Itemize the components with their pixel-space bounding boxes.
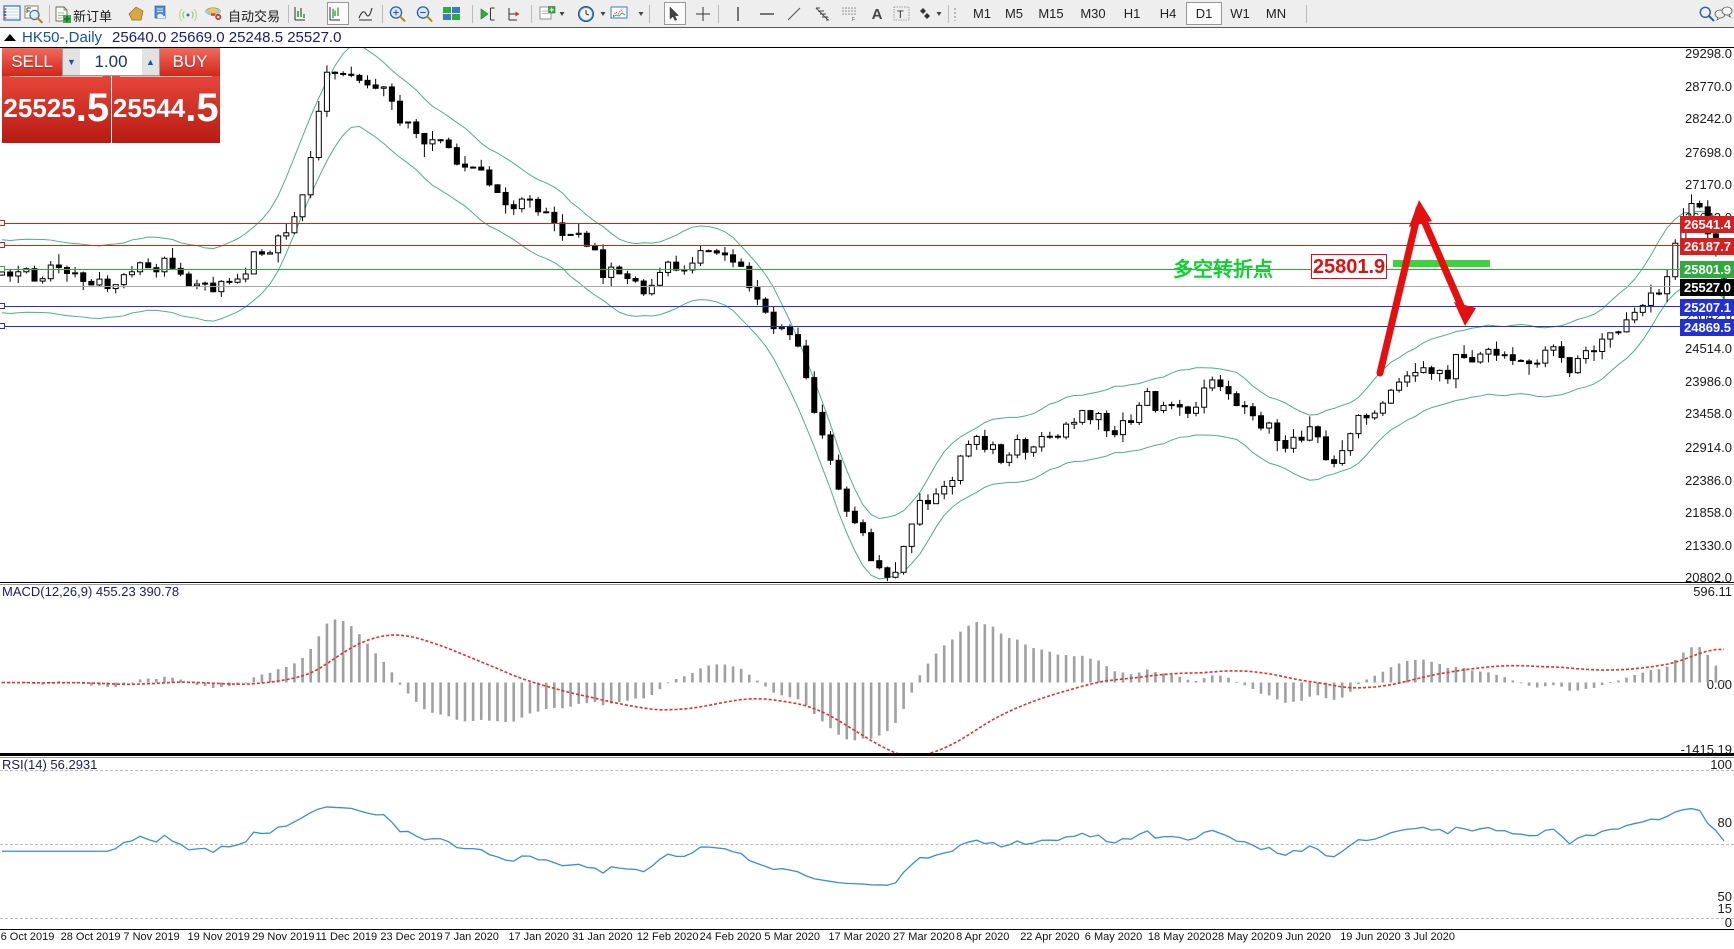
svg-text:T: T: [897, 9, 904, 21]
svg-text:F: F: [852, 17, 855, 22]
svg-text:E: E: [826, 17, 830, 22]
